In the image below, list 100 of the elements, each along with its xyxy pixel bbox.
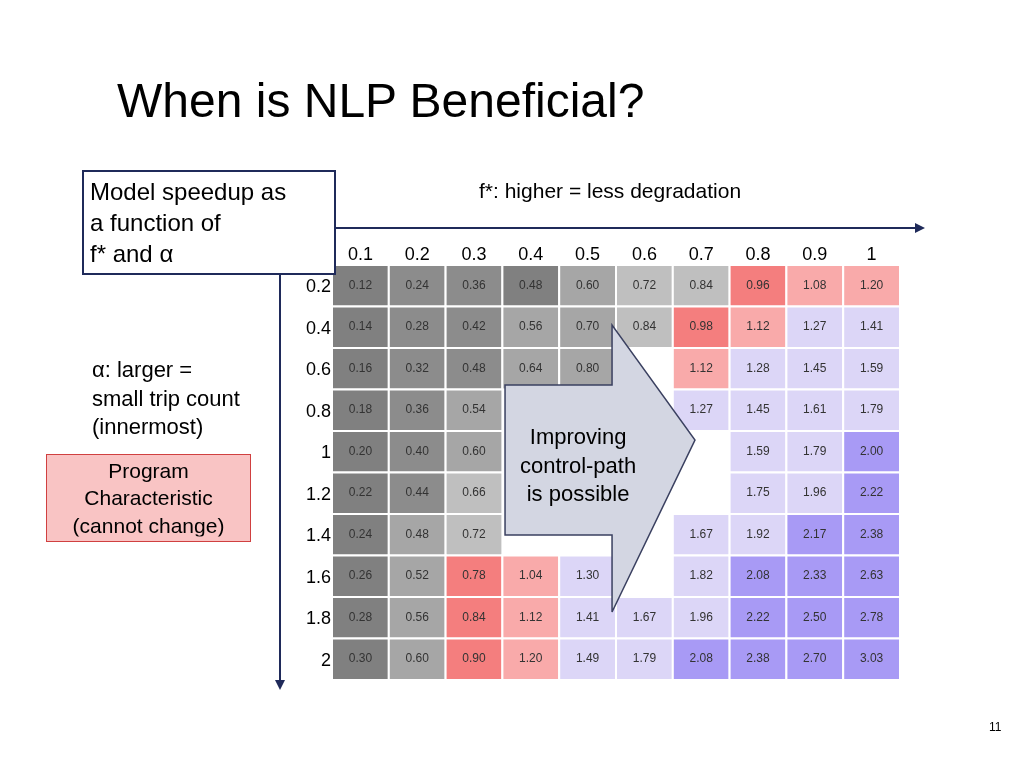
data-label: 0.28: [348, 609, 373, 624]
data-label: 2.22: [859, 485, 884, 500]
data-label: 2.38: [746, 651, 770, 666]
data-label: 1.20: [519, 651, 543, 666]
x-tick-label: 0.7: [688, 244, 714, 265]
data-label: 0.16: [348, 360, 373, 375]
text: Program Characteristic (cannot change): [72, 459, 225, 537]
y-tick-label: 1.2: [305, 483, 331, 504]
y-tick-label: 0.2: [305, 276, 331, 297]
y-tick-label: 0.8: [305, 400, 331, 421]
data-label: 1.79: [859, 402, 884, 417]
data-label: 0.60: [405, 651, 430, 666]
data-label: 1.59: [859, 360, 884, 375]
data-label: 2.50: [803, 609, 827, 624]
y-tick-label: 1: [320, 442, 331, 463]
data-label: 0.78: [462, 568, 486, 583]
data-label: 1.41: [575, 609, 600, 624]
data-label: 0.28: [405, 319, 430, 334]
data-label: 2.22: [746, 609, 770, 624]
data-label: 0.56: [519, 319, 543, 334]
x-tick-label: 0.3: [461, 244, 487, 265]
data-label: 1.75: [746, 485, 770, 500]
data-label: 2.08: [746, 568, 770, 583]
y-tick-label: 0.4: [305, 317, 331, 338]
x-tick-label: 1: [866, 244, 877, 265]
data-label: 0.70: [575, 319, 600, 334]
data-label: 0.24: [348, 526, 373, 541]
data-label: 1.96: [689, 609, 714, 624]
y-tick-label: 0.6: [305, 359, 331, 380]
data-label: 0.84: [632, 319, 657, 334]
data-label: 1.12: [746, 319, 770, 334]
data-label: 0.36: [405, 402, 430, 417]
data-label: 1.92: [746, 526, 770, 541]
data-label: 0.54: [462, 402, 486, 417]
data-label: 0.90: [462, 651, 486, 666]
data-label: 0.52: [405, 568, 430, 583]
data-label: 0.56: [405, 609, 430, 624]
x-tick-label: 0.4: [518, 244, 544, 265]
data-label: 0.22: [348, 485, 373, 500]
data-label: 0.32: [405, 360, 430, 375]
data-label: 0.36: [462, 277, 486, 292]
data-label: 2.08: [689, 651, 714, 666]
data-label: 0.72: [632, 277, 657, 292]
data-label: 0.98: [689, 319, 714, 334]
data-label: 2.17: [803, 526, 827, 541]
data-label: 0.48: [519, 277, 543, 292]
y-tick-label: 1.4: [305, 525, 331, 546]
data-label: 1.96: [803, 485, 827, 500]
data-label: 1.20: [859, 277, 884, 292]
data-label: 1.79: [803, 443, 827, 458]
y-axis-title: α: larger = small trip count (innermost): [92, 357, 240, 440]
data-label: 0.96: [746, 277, 770, 292]
data-label: 0.44: [405, 485, 430, 500]
data-label: 1.28: [746, 360, 770, 375]
x-tick-label: 0.1: [347, 244, 373, 265]
x-tick-label: 0.6: [631, 244, 657, 265]
y-tick-label: 1.6: [305, 566, 331, 587]
data-label: 0.80: [575, 360, 600, 375]
data-label: 0.60: [575, 277, 600, 292]
x-tick-label: 0.2: [404, 244, 430, 265]
text: 11: [989, 720, 1002, 734]
data-label: 1.27: [803, 319, 827, 334]
data-label: 0.64: [519, 360, 543, 375]
x-tick-label: 0.5: [575, 244, 601, 265]
x-tick-label: 0.9: [802, 244, 828, 265]
data-label: 0.48: [462, 360, 486, 375]
data-label: 0.40: [405, 443, 430, 458]
data-label: 0.84: [689, 277, 714, 292]
data-label: 3.03: [859, 651, 884, 666]
data-label: 1.82: [689, 568, 714, 583]
annotation: Improving control-path is possible: [520, 424, 637, 507]
data-label: 0.48: [405, 526, 430, 541]
data-label: 1.67: [632, 609, 657, 624]
data-label: 2.38: [859, 526, 884, 541]
data-label: 1.27: [689, 402, 714, 417]
data-label: 0.20: [348, 443, 373, 458]
data-label: 2.70: [803, 651, 827, 666]
data-label: 0.18: [348, 402, 373, 417]
data-label: 2.63: [859, 568, 884, 583]
data-label: 2.33: [803, 568, 827, 583]
data-label: 1.30: [575, 568, 600, 583]
data-label: 0.26: [348, 568, 373, 583]
data-label: 0.14: [348, 319, 373, 334]
data-label: 1.79: [632, 651, 657, 666]
data-label: 0.60: [462, 443, 486, 458]
y-tick-label: 1.8: [305, 608, 331, 629]
data-label: 0.72: [462, 526, 486, 541]
text: Model speedup as a function of f* and α: [90, 178, 287, 268]
data-label: 1.45: [803, 360, 827, 375]
data-label: 0.12: [348, 277, 373, 292]
x-tick-label: 0.8: [745, 244, 771, 265]
data-label: 2.00: [859, 443, 884, 458]
data-label: 0.42: [462, 319, 486, 334]
chart-title: When is NLP Beneficial?: [117, 74, 645, 127]
data-label: 1.12: [519, 609, 543, 624]
data-label: 1.49: [575, 651, 600, 666]
data-label: 1.59: [746, 443, 770, 458]
x-axis-title: f*: higher = less degradation: [479, 179, 742, 202]
data-label: 0.66: [462, 485, 486, 500]
data-label: 1.04: [519, 568, 543, 583]
